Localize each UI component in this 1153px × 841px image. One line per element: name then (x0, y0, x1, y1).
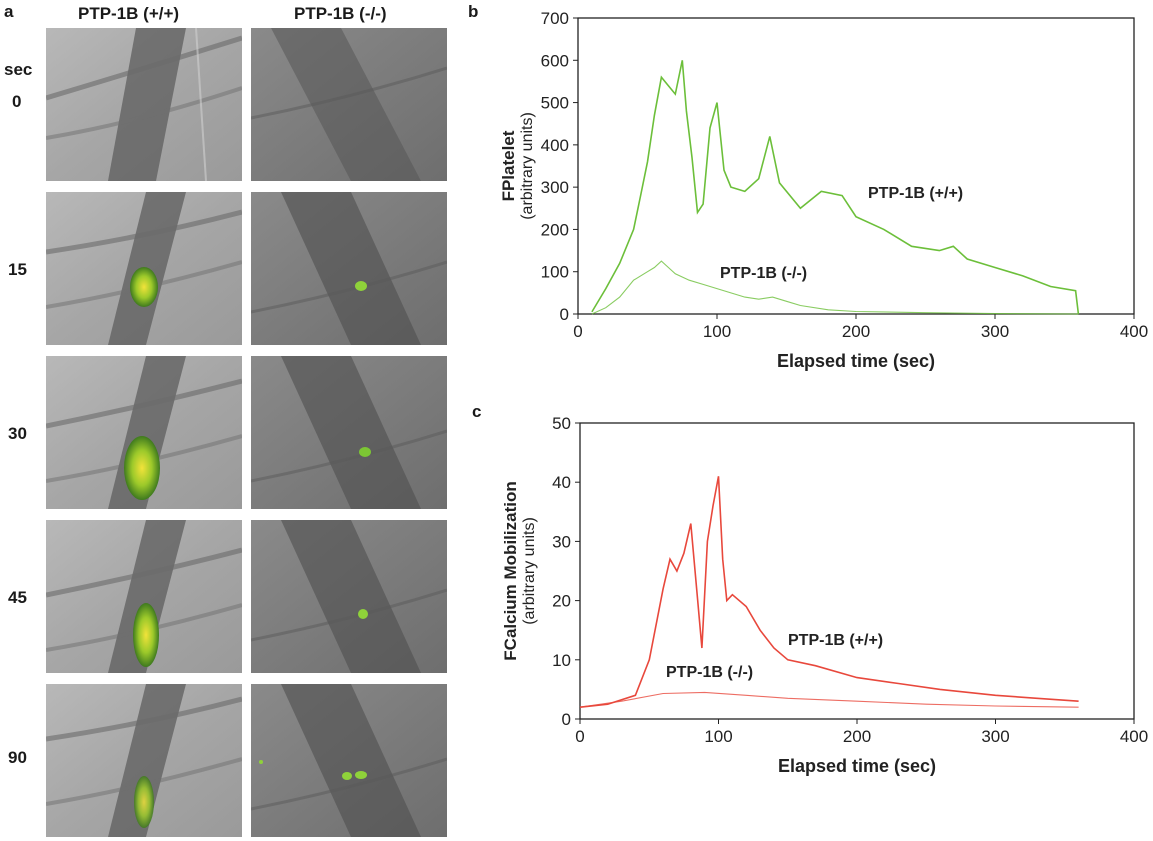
platelet-series-line-knockout (591, 260, 1079, 315)
platelet-y-tick-label: 0 (560, 305, 569, 324)
micrograph-wildtype-0s (46, 28, 242, 181)
column-header-wildtype: PTP-1B (+/+) (78, 4, 180, 23)
calcium-series-label-wildtype: PTP-1B (+/+) (788, 632, 883, 649)
calcium-y-tick-label: 30 (552, 532, 571, 551)
row-label-30: 30 (8, 424, 27, 443)
platelet-x-tick-label: 0 (573, 322, 582, 341)
calcium-plot-frame (579, 422, 1135, 720)
platelet-y-tick-label: 700 (541, 9, 569, 28)
panel-b-letter: b (468, 2, 479, 21)
platelet-chart: 0 100 200 300 400 0 100 200 300 400 500 600 700 Elaps… (499, 9, 1148, 371)
micrograph-wildtype-90s (46, 684, 242, 837)
row-label-45: 45 (8, 588, 27, 607)
micrograph-wildtype-45s (46, 520, 242, 673)
row-label-15: 15 (8, 260, 27, 279)
calcium-y-axis-subtitle: (arbitrary units) (521, 517, 538, 625)
row-label-0: 0 (12, 92, 22, 111)
row-label-90: 90 (8, 748, 27, 767)
calcium-y-tick-label: 40 (552, 473, 571, 492)
calcium-y-tick-label: 0 (562, 710, 571, 729)
platelet-y-tick-label: 500 (541, 94, 569, 113)
micrograph-knockout-45s (251, 520, 447, 673)
platelet-x-tick-label: 300 (981, 322, 1009, 341)
column-header-knockout: PTP-1B (-/-) (294, 4, 387, 23)
panel-c-letter: c (472, 402, 482, 421)
micrograph-knockout-30s (251, 356, 447, 509)
platelet-y-tick-label: 200 (541, 220, 569, 239)
calcium-x-tick-label: 200 (843, 727, 871, 746)
micrograph-knockout-90s (251, 684, 447, 837)
platelet-x-tick-label: 400 (1120, 322, 1148, 341)
calcium-y-tick-label: 20 (552, 592, 571, 611)
platelet-x-tick-label: 100 (703, 322, 731, 341)
micrograph-knockout-15s (251, 192, 447, 345)
platelet-x-tick-label: 200 (842, 322, 870, 341)
time-unit-label: sec (4, 60, 33, 79)
calcium-x-tick-label: 400 (1120, 727, 1148, 746)
platelet-y-tick-label: 600 (541, 51, 569, 70)
platelet-y-tick-label: 100 (541, 263, 569, 282)
calcium-series-line-knockout (579, 691, 1079, 708)
calcium-series-label-knockout: PTP-1B (-/-) (666, 664, 753, 681)
platelet-y-tick-label: 300 (541, 178, 569, 197)
platelet-y-axis-title: FPlatelet (499, 130, 518, 201)
platelet-y-axis-subtitle: (arbitrary units) (519, 112, 536, 220)
calcium-y-axis-title: FCalcium Mobilization (501, 481, 520, 660)
micrograph-knockout-0s (251, 28, 447, 181)
platelet-series-label-wildtype: PTP-1B (+/+) (868, 185, 963, 202)
micrograph-wildtype-30s (46, 356, 242, 509)
calcium-chart: 0 100 200 300 400 0 10 20 30 40 50 Elapsed time (se… (501, 414, 1148, 776)
calcium-x-tick-label: 0 (575, 727, 584, 746)
calcium-series-line-wildtype (579, 476, 1079, 708)
micrograph-wildtype-15s (46, 192, 242, 345)
calcium-y-tick-label: 10 (552, 651, 571, 670)
calcium-x-tick-label: 100 (704, 727, 732, 746)
calcium-x-axis-title: Elapsed time (sec) (778, 756, 936, 776)
platelet-x-axis-title: Elapsed time (sec) (777, 351, 935, 371)
platelet-y-tick-label: 400 (541, 136, 569, 155)
platelet-series-line-wildtype (591, 60, 1080, 315)
platelet-series-label-knockout: PTP-1B (-/-) (720, 265, 807, 282)
platelet-plot-frame (577, 17, 1135, 315)
calcium-y-tick-label: 50 (552, 414, 571, 433)
calcium-x-tick-label: 300 (981, 727, 1009, 746)
panel-a-letter: a (4, 2, 14, 21)
